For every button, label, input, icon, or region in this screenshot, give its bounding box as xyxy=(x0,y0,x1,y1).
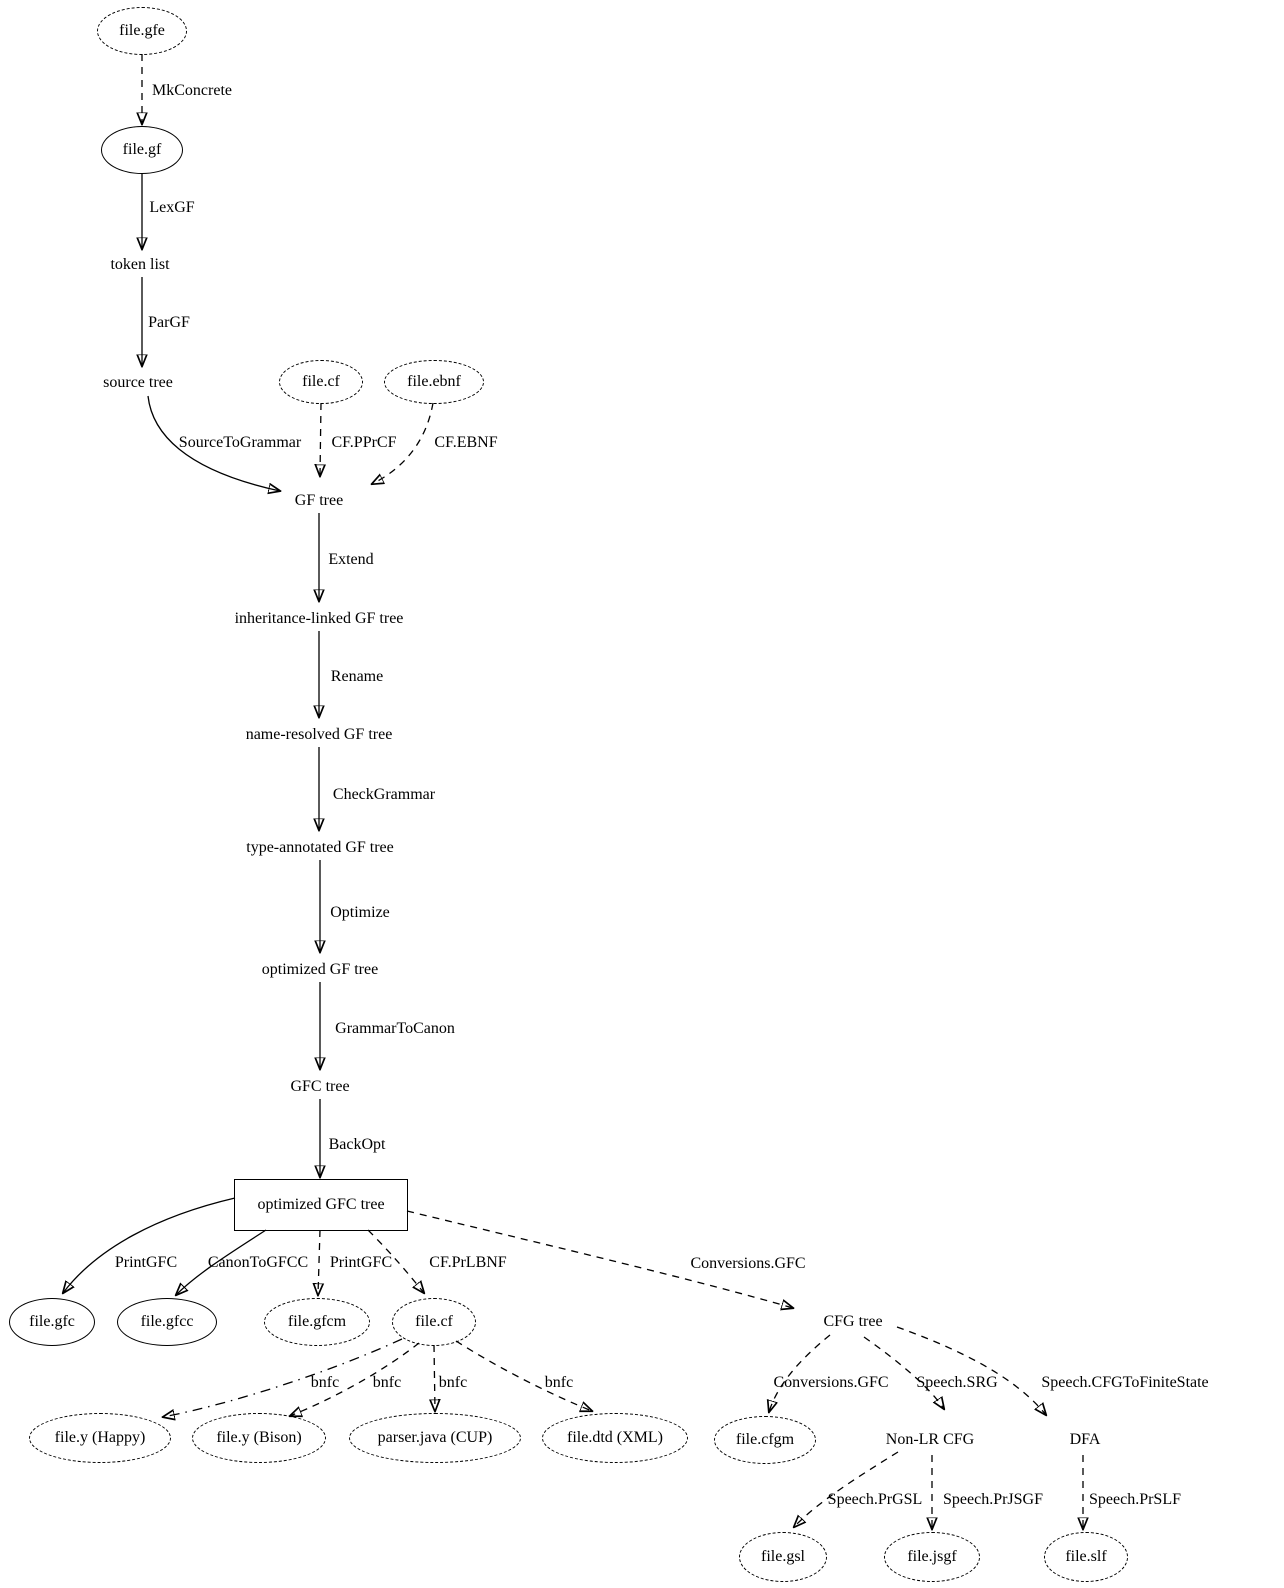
edge-label-lexgf: LexGF xyxy=(149,199,195,216)
node-file-cf-top: file.cf xyxy=(279,360,363,404)
edge-label-speech-srg: Speech.SRG xyxy=(916,1374,998,1391)
node-source-tree: source tree xyxy=(103,374,173,391)
node-file-gfcm: file.gfcm xyxy=(264,1298,370,1346)
edge-file-ebnf-to-gf-tree xyxy=(372,402,434,484)
edge-label-bnfc-3: bnfc xyxy=(438,1374,468,1391)
node-file-jsgf: file.jsgf xyxy=(884,1532,980,1582)
node-cfg-tree: CFG tree xyxy=(823,1313,883,1330)
edge-label-grammartocanon: GrammarToCanon xyxy=(335,1020,455,1037)
edge-label-rename: Rename xyxy=(330,668,384,685)
edge-cfg-tree-to-file-cfgm xyxy=(769,1334,831,1412)
node-optimized-gfc-tree: optimized GFC tree xyxy=(234,1179,408,1231)
node-gfc-tree: GFC tree xyxy=(290,1078,350,1095)
node-file-gfcc: file.gfcc xyxy=(117,1298,217,1346)
edge-label-cf-pprcf: CF.PPrCF xyxy=(331,434,397,451)
edge-file-cf-to-file-y-bison xyxy=(290,1342,420,1416)
node-file-gsl: file.gsl xyxy=(739,1532,827,1582)
edge-non-lr-cfg-to-file-gsl xyxy=(794,1451,899,1527)
edge-label-printgfc-2: PrintGFC xyxy=(329,1254,393,1271)
edge-label-printgfc-1: PrintGFC xyxy=(114,1254,178,1271)
edge-cfg-tree-to-non-lr-cfg xyxy=(863,1336,944,1409)
edge-label-cf-prlbnf: CF.PrLBNF xyxy=(429,1254,507,1271)
edge-optimized-gfc-to-file-cf xyxy=(367,1229,424,1293)
node-file-ebnf: file.ebnf xyxy=(384,360,484,404)
edge-optimized-gfc-to-file-gfc xyxy=(63,1197,236,1293)
edge-label-conversions-gfc-2: Conversions.GFC xyxy=(773,1374,889,1391)
edge-file-cf-to-gf-tree xyxy=(320,402,321,476)
edge-label-cf-ebnf: CF.EBNF xyxy=(434,434,498,451)
edge-file-cf-to-file-y-happy xyxy=(163,1338,403,1417)
edge-cfg-tree-to-dfa xyxy=(896,1326,1046,1415)
edge-file-cf-to-parser-java xyxy=(434,1344,435,1411)
edge-label-bnfc-1: bnfc xyxy=(310,1374,340,1391)
edge-label-mkconcrete: MkConcrete xyxy=(152,82,232,99)
edge-label-speech-prslf: Speech.PrSLF xyxy=(1089,1491,1181,1508)
node-dfa: DFA xyxy=(1069,1431,1101,1448)
node-gf-tree: GF tree xyxy=(294,492,344,509)
node-file-gfe: file.gfe xyxy=(97,7,187,55)
node-file-gfc: file.gfc xyxy=(9,1298,95,1346)
node-non-lr-cfg: Non-LR CFG xyxy=(885,1431,975,1448)
edge-label-optimize: Optimize xyxy=(330,904,390,921)
edge-label-speech-cfgtofinitestate: Speech.CFGToFiniteState xyxy=(1041,1374,1209,1391)
edge-label-checkgrammar: CheckGrammar xyxy=(332,786,436,803)
node-parser-java-cup: parser.java (CUP) xyxy=(349,1413,521,1463)
node-file-slf: file.slf xyxy=(1044,1532,1128,1582)
edge-label-speech-prgsl: Speech.PrGSL xyxy=(827,1491,923,1508)
node-optimized-gf-tree: optimized GF tree xyxy=(261,961,379,978)
node-file-gf: file.gf xyxy=(101,126,183,174)
node-inheritance-linked-gf-tree: inheritance-linked GF tree xyxy=(234,610,404,627)
edge-label-canontogfcc: CanonToGFCC xyxy=(207,1254,309,1271)
node-type-annotated-gf-tree: type-annotated GF tree xyxy=(246,839,394,856)
node-name-resolved-gf-tree: name-resolved GF tree xyxy=(245,726,393,743)
edge-label-conversions-gfc-1: Conversions.GFC xyxy=(690,1255,806,1272)
node-token-list: token list xyxy=(110,256,170,273)
node-file-y-happy: file.y (Happy) xyxy=(29,1413,171,1463)
edge-label-pargf: ParGF xyxy=(148,314,190,331)
edge-label-sourcetogrammar: SourceToGrammar xyxy=(178,434,302,451)
node-file-cf-bottom: file.cf xyxy=(392,1298,476,1346)
node-file-dtd-xml: file.dtd (XML) xyxy=(542,1413,688,1463)
node-file-cfgm: file.cfgm xyxy=(714,1416,816,1464)
edge-optimized-gfc-to-file-gfcc xyxy=(176,1229,267,1295)
edge-optimized-gfc-to-file-gfcm xyxy=(318,1229,320,1295)
edge-label-bnfc-4: bnfc xyxy=(544,1374,574,1391)
edge-optimized-gfc-to-cfg-tree xyxy=(406,1210,793,1308)
edge-label-backopt: BackOpt xyxy=(328,1136,386,1153)
edge-label-speech-prjsgf: Speech.PrJSGF xyxy=(942,1491,1044,1508)
edge-file-cf-to-file-dtd xyxy=(455,1340,592,1411)
node-file-y-bison: file.y (Bison) xyxy=(192,1413,326,1463)
edge-label-extend: Extend xyxy=(328,551,374,568)
edge-label-bnfc-2: bnfc xyxy=(372,1374,402,1391)
edge-source-tree-to-gf-tree xyxy=(147,395,280,491)
